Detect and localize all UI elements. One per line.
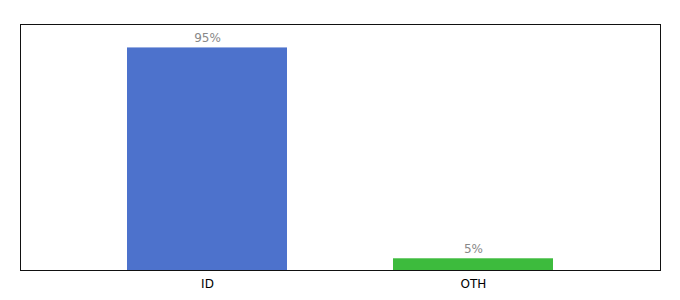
- svg-text:5%: 5%: [464, 242, 483, 256]
- svg-text:OTH: OTH: [461, 277, 487, 291]
- svg-text:95%: 95%: [194, 31, 221, 45]
- svg-text:ID: ID: [201, 277, 214, 291]
